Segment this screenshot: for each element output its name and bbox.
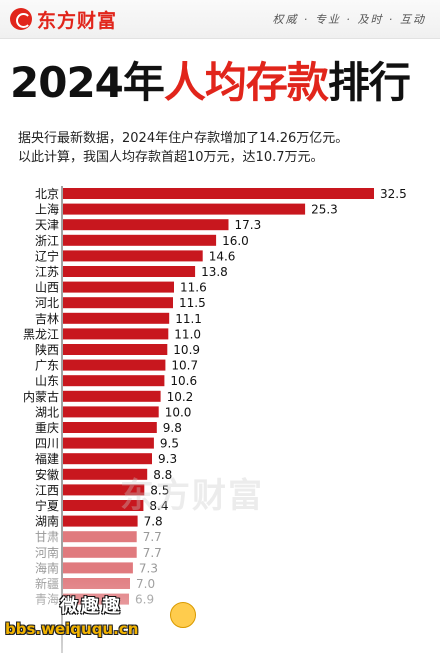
bar [63,344,168,355]
bar [63,484,145,496]
value-label: 9.3 [158,452,177,466]
value-label: 7.3 [139,561,158,575]
category-label: 江西 [35,483,59,497]
bar [63,578,130,589]
category-label: 河北 [35,296,59,310]
category-label: 甘肃 [35,530,59,544]
category-label: 湖北 [35,404,59,419]
value-label: 8.8 [153,468,172,482]
value-label: 10.0 [165,405,192,419]
site-stamp: 微趣趣 bbs.weiququ.cn [5,592,196,638]
category-label: 海南 [35,560,59,575]
bar [63,188,374,199]
value-label: 7.0 [136,577,155,591]
bar [63,531,137,543]
watermark: 东方财富 [120,476,264,516]
value-label: 13.8 [201,265,228,279]
category-label: 辽宁 [35,248,59,263]
brand-slogan: 权威 · 专业 · 及时 · 互动 [272,13,426,26]
subtitle-line-2: 以此计算，我国人均存款首超10万元，达10.7万元。 [18,150,324,165]
value-label: 10.7 [171,359,198,373]
category-label: 新疆 [35,576,59,591]
brand-name: 东方财富 [37,9,118,32]
value-label: 7.7 [143,546,162,560]
value-label: 10.9 [173,343,200,357]
title-highlight: 人均存款 [163,58,329,107]
bar [63,219,229,231]
bar [63,297,173,309]
subtitle-line-1: 据央行最新数据，2024年住户存款增加了14.26万亿元。 [18,131,349,146]
bar [63,468,148,480]
category-label: 山东 [35,374,59,388]
value-label: 9.8 [163,421,182,435]
category-label: 宁夏 [35,498,59,513]
category-label: 广东 [35,359,59,373]
bar [63,328,169,340]
mascot-icon [170,602,196,628]
bar [63,422,157,433]
category-label: 江苏 [35,265,59,279]
bar [63,500,144,511]
bar [63,437,154,449]
bar [63,266,196,277]
bar [63,562,133,574]
brand-logo: 东方财富 [10,6,117,32]
bar [63,546,137,558]
category-label: 吉林 [35,312,59,326]
category-label: 福建 [35,451,59,466]
value-label: 7.7 [143,530,162,544]
bar [63,234,217,246]
bar [63,281,174,293]
value-label: 17.3 [235,218,262,232]
category-label: 上海 [35,202,59,217]
category-label: 重庆 [35,421,59,435]
brand-logo-icon [10,8,32,30]
page-title: 2024年人均存款排行 [10,58,430,108]
value-label: 25.3 [311,203,338,217]
bar [63,390,161,402]
value-label: 32.5 [380,187,407,201]
value-label: 11.1 [175,312,202,326]
value-label: 14.6 [209,249,236,263]
bar [63,359,166,371]
value-label: 11.6 [180,281,207,295]
stamp-url: bbs.weiququ.cn [5,620,139,638]
bar [63,453,152,465]
top-bar: 东方财富 权威 · 专业 · 及时 · 互动 [0,0,440,39]
bar [63,203,306,215]
value-label: 11.5 [179,296,206,310]
bar [63,515,138,527]
bar [63,406,159,418]
category-label: 陕西 [35,342,59,357]
category-label: 安徽 [35,467,59,482]
value-label: 10.6 [170,374,197,388]
value-label: 8.5 [150,483,169,497]
category-label: 湖南 [35,514,59,529]
value-label: 7.8 [144,515,163,529]
value-label: 16.0 [222,234,249,248]
chart-subtitle: 据央行最新数据，2024年住户存款增加了14.26万亿元。 以此计算，我国人均存… [18,129,433,167]
category-label: 黑龙江 [23,327,59,341]
value-label: 10.2 [167,390,194,404]
value-label: 9.5 [160,437,179,451]
title-year: 2024年 [10,58,165,107]
stamp-title: 微趣趣 [60,596,123,617]
category-label: 河南 [35,545,59,560]
value-label: 8.4 [149,499,168,513]
category-label: 天津 [35,218,59,232]
category-label: 浙江 [35,234,59,248]
category-label: 四川 [35,437,59,451]
category-label: 北京 [35,187,59,201]
bar [63,375,165,387]
category-label: 山西 [35,281,59,295]
value-label: 11.0 [174,327,201,341]
category-label: 内蒙古 [23,389,59,404]
title-tail: 排行 [327,58,411,107]
bar [63,250,203,262]
bar [63,312,170,324]
